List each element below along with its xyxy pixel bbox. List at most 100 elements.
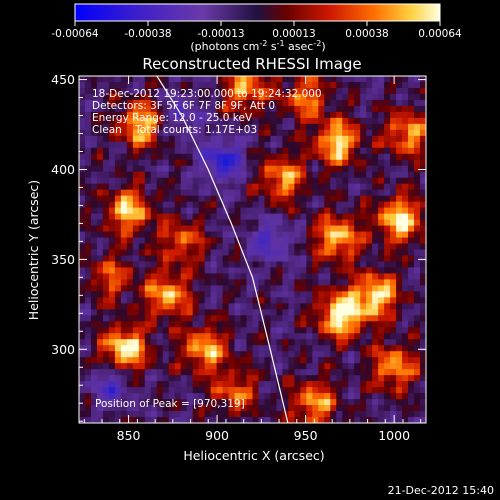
heatmap-cell	[126, 141, 134, 149]
heatmap-cell	[84, 399, 92, 406]
heatmap-cell	[294, 171, 301, 179]
heatmap-cell	[276, 147, 283, 155]
heatmap-cell	[228, 393, 235, 400]
heatmap-cell	[342, 417, 349, 423]
heatmap-cell	[222, 351, 229, 358]
heatmap-cell	[79, 81, 86, 89]
heatmap-cell	[342, 399, 349, 406]
heatmap-cell	[324, 201, 331, 209]
heatmap-cell	[156, 405, 164, 412]
heatmap-cell	[79, 369, 86, 376]
heatmap-cell	[120, 237, 128, 244]
heatmap-cell	[294, 369, 301, 376]
heatmap-cell	[132, 183, 140, 191]
heatmap-cell	[312, 375, 319, 382]
heatmap-cell	[198, 381, 206, 388]
heatmap-cell	[192, 249, 200, 256]
heatmap-cell	[210, 291, 217, 298]
heatmap-cell	[312, 411, 319, 418]
heatmap-cell	[396, 285, 403, 292]
heatmap-cell	[348, 315, 355, 322]
heatmap-cell	[168, 291, 176, 298]
heatmap-cell	[402, 111, 409, 119]
heatmap-cell	[180, 189, 188, 197]
heatmap-cell	[180, 99, 188, 107]
heatmap-cell	[162, 405, 170, 412]
heatmap-cell	[120, 315, 128, 322]
heatmap-cell	[396, 261, 403, 268]
heatmap-cell	[396, 333, 403, 340]
heatmap-cell	[222, 117, 229, 125]
heatmap-cell	[408, 153, 415, 161]
heatmap-cell	[270, 213, 277, 220]
heatmap-cell	[288, 219, 295, 226]
heatmap-cell	[108, 237, 116, 244]
heatmap-cell	[132, 387, 140, 394]
heatmap-cell	[174, 153, 182, 161]
heatmap-cell	[420, 345, 426, 352]
y-tick-label: 300	[51, 342, 75, 357]
heatmap-cell	[240, 315, 247, 322]
heatmap-cell	[216, 177, 223, 185]
heatmap-cell	[318, 189, 325, 197]
heatmap-cell	[348, 117, 355, 125]
heatmap-cell	[276, 393, 283, 400]
heatmap-cell	[126, 195, 134, 203]
heatmap-cell	[288, 123, 295, 131]
heatmap-cell	[144, 309, 152, 316]
heatmap-cell	[90, 387, 98, 394]
heatmap-cell	[156, 76, 164, 83]
heatmap-cell	[348, 159, 355, 167]
heatmap-cell	[210, 201, 217, 209]
heatmap-cell	[204, 297, 212, 304]
heatmap-cell	[84, 87, 92, 95]
heatmap-cell	[384, 273, 391, 280]
heatmap-cell	[354, 201, 361, 209]
heatmap-cell	[210, 153, 217, 161]
heatmap-cell	[408, 129, 415, 137]
heatmap-cell	[396, 123, 403, 131]
heatmap-cell	[408, 117, 415, 125]
heatmap-cell	[348, 141, 355, 149]
heatmap-cell	[294, 177, 301, 185]
heatmap-cell	[270, 249, 277, 256]
heatmap-cell	[414, 261, 421, 268]
heatmap-cell	[402, 351, 409, 358]
heatmap-cell	[336, 249, 343, 256]
heatmap-cell	[198, 333, 206, 340]
heatmap-cell	[348, 339, 355, 346]
heatmap-cell	[150, 357, 158, 364]
heatmap-cell	[378, 81, 385, 89]
heatmap-cell	[204, 315, 212, 322]
heatmap-cell	[210, 405, 217, 412]
heatmap-cell	[222, 357, 229, 364]
heatmap-cell	[222, 153, 229, 161]
heatmap-cell	[390, 273, 397, 280]
heatmap-cell	[378, 153, 385, 161]
heatmap-cell	[234, 321, 241, 328]
heatmap-cell	[126, 225, 134, 232]
heatmap-cell	[402, 231, 409, 238]
heatmap-cell	[420, 297, 426, 304]
heatmap-cell	[138, 273, 146, 280]
heatmap-cell	[186, 87, 194, 95]
heatmap-cell	[312, 345, 319, 352]
heatmap-cell	[288, 171, 295, 179]
heatmap-cell	[79, 177, 86, 185]
heatmap-cell	[174, 387, 182, 394]
heatmap-cell	[372, 357, 379, 364]
heatmap-cell	[162, 351, 170, 358]
heatmap-cell	[264, 417, 271, 423]
heatmap-cell	[168, 333, 176, 340]
heatmap-cell	[162, 153, 170, 161]
heatmap-cell	[258, 207, 265, 214]
heatmap-cell	[420, 153, 426, 161]
heatmap-cell	[120, 375, 128, 382]
heatmap-cell	[186, 183, 194, 191]
heatmap-cell	[126, 171, 134, 179]
heatmap-cell	[108, 117, 116, 125]
heatmap-cell	[402, 201, 409, 209]
heatmap-cell	[258, 183, 265, 191]
heatmap-cell	[342, 273, 349, 280]
heatmap-cell	[84, 225, 92, 232]
